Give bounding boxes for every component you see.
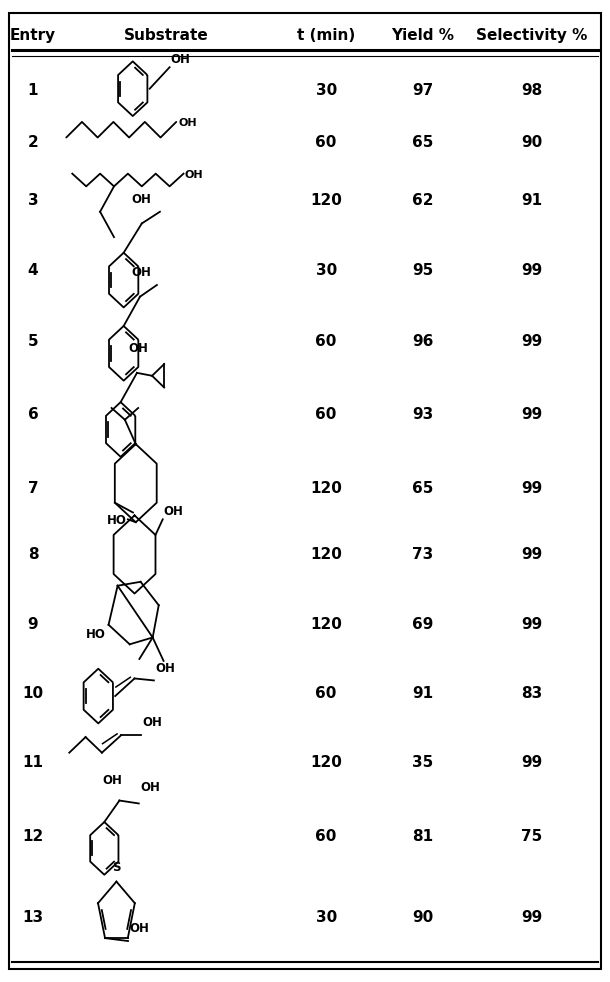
Text: 11: 11: [23, 755, 43, 770]
Text: OH: OH: [102, 774, 123, 787]
Text: 1: 1: [27, 83, 38, 98]
Text: 60: 60: [315, 408, 337, 422]
Text: 60: 60: [315, 829, 337, 845]
Text: t (min): t (min): [297, 28, 355, 43]
Text: 13: 13: [23, 910, 43, 925]
Text: 30: 30: [315, 263, 337, 278]
Text: 96: 96: [412, 334, 434, 350]
Text: 35: 35: [412, 755, 434, 770]
Text: OH: OH: [131, 266, 151, 279]
Text: 62: 62: [412, 193, 434, 208]
Text: Entry: Entry: [10, 28, 56, 43]
Text: 91: 91: [521, 193, 542, 208]
Text: 90: 90: [412, 910, 434, 925]
Text: 60: 60: [315, 685, 337, 700]
Text: 65: 65: [412, 135, 434, 150]
Text: 69: 69: [412, 618, 434, 632]
Text: OH: OH: [128, 343, 148, 355]
Text: 120: 120: [310, 618, 342, 632]
Text: 8: 8: [27, 547, 38, 562]
Text: 99: 99: [521, 480, 542, 496]
Text: 99: 99: [521, 263, 542, 278]
Text: 99: 99: [521, 755, 542, 770]
Text: OH: OH: [178, 118, 196, 128]
Text: 99: 99: [521, 547, 542, 562]
Text: 3: 3: [27, 193, 38, 208]
Text: 73: 73: [412, 547, 434, 562]
Text: HO: HO: [85, 628, 106, 641]
Text: OH: OH: [163, 506, 183, 518]
Text: S: S: [112, 861, 121, 874]
Text: 30: 30: [315, 910, 337, 925]
Text: OH: OH: [185, 170, 203, 180]
Text: 4: 4: [27, 263, 38, 278]
Text: 99: 99: [521, 618, 542, 632]
Text: 83: 83: [521, 685, 542, 700]
Text: Yield %: Yield %: [392, 28, 454, 43]
Text: HO: HO: [107, 514, 127, 526]
Text: OH: OH: [130, 922, 149, 935]
Text: 2: 2: [27, 135, 38, 150]
Text: 99: 99: [521, 334, 542, 350]
Text: 90: 90: [521, 135, 542, 150]
Text: 30: 30: [315, 83, 337, 98]
Text: Substrate: Substrate: [124, 28, 209, 43]
Text: 99: 99: [521, 910, 542, 925]
Text: 120: 120: [310, 547, 342, 562]
Text: 60: 60: [315, 135, 337, 150]
Text: OH: OH: [131, 192, 151, 206]
Text: 93: 93: [412, 408, 434, 422]
Text: OH: OH: [142, 716, 162, 730]
Text: 97: 97: [412, 83, 434, 98]
Text: 10: 10: [23, 685, 43, 700]
Text: 5: 5: [27, 334, 38, 350]
Text: OH: OH: [171, 53, 191, 66]
Text: 75: 75: [521, 829, 542, 845]
Text: 81: 81: [412, 829, 434, 845]
Text: OH: OH: [140, 781, 160, 793]
Text: 91: 91: [412, 685, 434, 700]
Text: 120: 120: [310, 193, 342, 208]
Text: 120: 120: [310, 755, 342, 770]
Text: 12: 12: [23, 829, 44, 845]
Text: 60: 60: [315, 334, 337, 350]
Text: Selectivity %: Selectivity %: [476, 28, 587, 43]
Text: 99: 99: [521, 408, 542, 422]
Text: 65: 65: [412, 480, 434, 496]
Text: 98: 98: [521, 83, 542, 98]
Text: 7: 7: [27, 480, 38, 496]
Text: 6: 6: [27, 408, 38, 422]
Text: OH: OH: [156, 662, 176, 675]
Text: 9: 9: [27, 618, 38, 632]
Text: 95: 95: [412, 263, 434, 278]
Text: 120: 120: [310, 480, 342, 496]
